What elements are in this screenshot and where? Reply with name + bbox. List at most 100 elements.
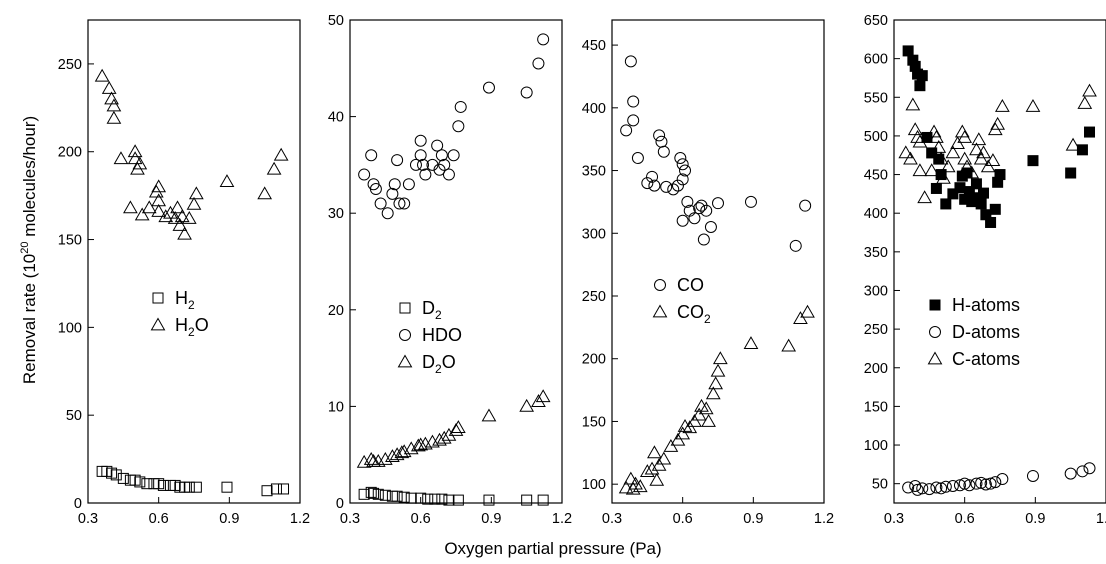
plot-frame <box>349 19 563 504</box>
data-point <box>447 149 460 162</box>
data-point <box>531 394 546 407</box>
data-point <box>931 140 947 153</box>
data-point <box>985 153 1001 167</box>
data-point <box>273 147 289 161</box>
data-point <box>979 478 992 491</box>
data-point <box>94 68 110 82</box>
legend-marker <box>929 326 941 338</box>
x-tick-label: 0.3 <box>884 511 904 527</box>
y-tick-label: 650 <box>864 13 888 29</box>
data-point <box>641 177 654 190</box>
data-point <box>358 168 371 181</box>
data-point <box>957 129 973 143</box>
data-point <box>1077 95 1093 109</box>
data-point <box>631 152 644 164</box>
data-point <box>402 178 415 191</box>
y-tick-label: 450 <box>582 38 606 54</box>
data-point <box>912 163 928 177</box>
y-tick-label: 30 <box>328 206 344 222</box>
data-point <box>940 198 952 210</box>
legend-marker <box>399 302 411 314</box>
data-point <box>936 170 951 184</box>
data-point <box>1025 99 1041 112</box>
data-point <box>381 207 394 220</box>
data-point <box>926 147 938 159</box>
data-point <box>916 70 928 82</box>
data-point <box>799 199 812 212</box>
legend-marker <box>152 292 164 304</box>
data-point <box>422 493 434 505</box>
data-point <box>644 461 660 475</box>
data-point <box>452 120 465 133</box>
data-point <box>389 447 405 461</box>
data-point <box>940 159 956 173</box>
series-hdo <box>358 33 550 220</box>
data-point <box>970 178 982 190</box>
legend-label-subscript: 2 <box>435 362 442 376</box>
data-point <box>482 81 495 94</box>
data-point <box>519 398 535 412</box>
data-point <box>266 161 282 175</box>
data-point <box>405 492 417 504</box>
y-tick-label: 300 <box>582 226 606 242</box>
data-point <box>520 86 533 99</box>
chart-panel-4: 50 100 150 200 250 300 350 400 450 500 550 600 650 0.… <box>864 13 1106 527</box>
data-point <box>648 179 661 192</box>
data-point <box>676 158 689 171</box>
y-tick-label: 50 <box>872 477 888 493</box>
y-tick-label: 400 <box>864 206 888 222</box>
data-point <box>921 131 933 143</box>
data-point <box>438 158 451 171</box>
data-point <box>537 494 549 506</box>
data-point <box>704 221 717 233</box>
series-h2 <box>96 465 290 497</box>
data-point <box>698 401 714 415</box>
data-point <box>996 473 1009 486</box>
data-point <box>701 413 716 427</box>
x-tick-label: 0.9 <box>743 511 763 527</box>
data-point <box>712 197 724 210</box>
data-point <box>653 129 666 142</box>
data-point <box>391 490 403 502</box>
data-point <box>452 494 464 506</box>
data-point <box>190 481 202 493</box>
data-point <box>929 129 944 143</box>
data-point <box>693 202 706 215</box>
data-point <box>1082 83 1097 97</box>
data-point <box>620 124 633 137</box>
data-point <box>419 168 432 181</box>
y-tick-label: 40 <box>328 110 344 126</box>
data-point <box>649 472 665 486</box>
data-point <box>917 190 932 204</box>
data-point <box>946 479 959 492</box>
legend-marker <box>150 317 166 331</box>
data-point <box>134 476 146 488</box>
data-point <box>624 55 637 68</box>
series-h-atoms <box>902 45 1096 228</box>
data-point <box>157 479 169 491</box>
legend-label: H2O <box>175 315 209 339</box>
y-tick-label: 600 <box>864 52 888 68</box>
data-point <box>106 98 122 112</box>
legend-marker <box>652 304 668 318</box>
data-point <box>433 163 446 176</box>
data-point <box>912 134 928 148</box>
legend-label-subscript: 2 <box>435 308 442 322</box>
data-point <box>219 174 235 187</box>
data-point <box>793 311 808 324</box>
data-point <box>177 226 192 240</box>
data-point <box>431 139 444 152</box>
data-point <box>183 481 195 493</box>
y-tick-label: 150 <box>58 233 82 249</box>
legend-label-subscript: 2 <box>704 312 711 326</box>
y-axis-title-part-2: molecules/hour) <box>20 116 39 242</box>
data-point <box>374 197 387 210</box>
data-point <box>688 212 701 225</box>
data-point <box>369 183 382 196</box>
y-tick-label: 200 <box>582 352 606 368</box>
y-tick-label: 200 <box>58 145 82 161</box>
legend-label-main: D-atoms <box>952 322 1020 342</box>
y-tick-label: 250 <box>58 57 82 73</box>
